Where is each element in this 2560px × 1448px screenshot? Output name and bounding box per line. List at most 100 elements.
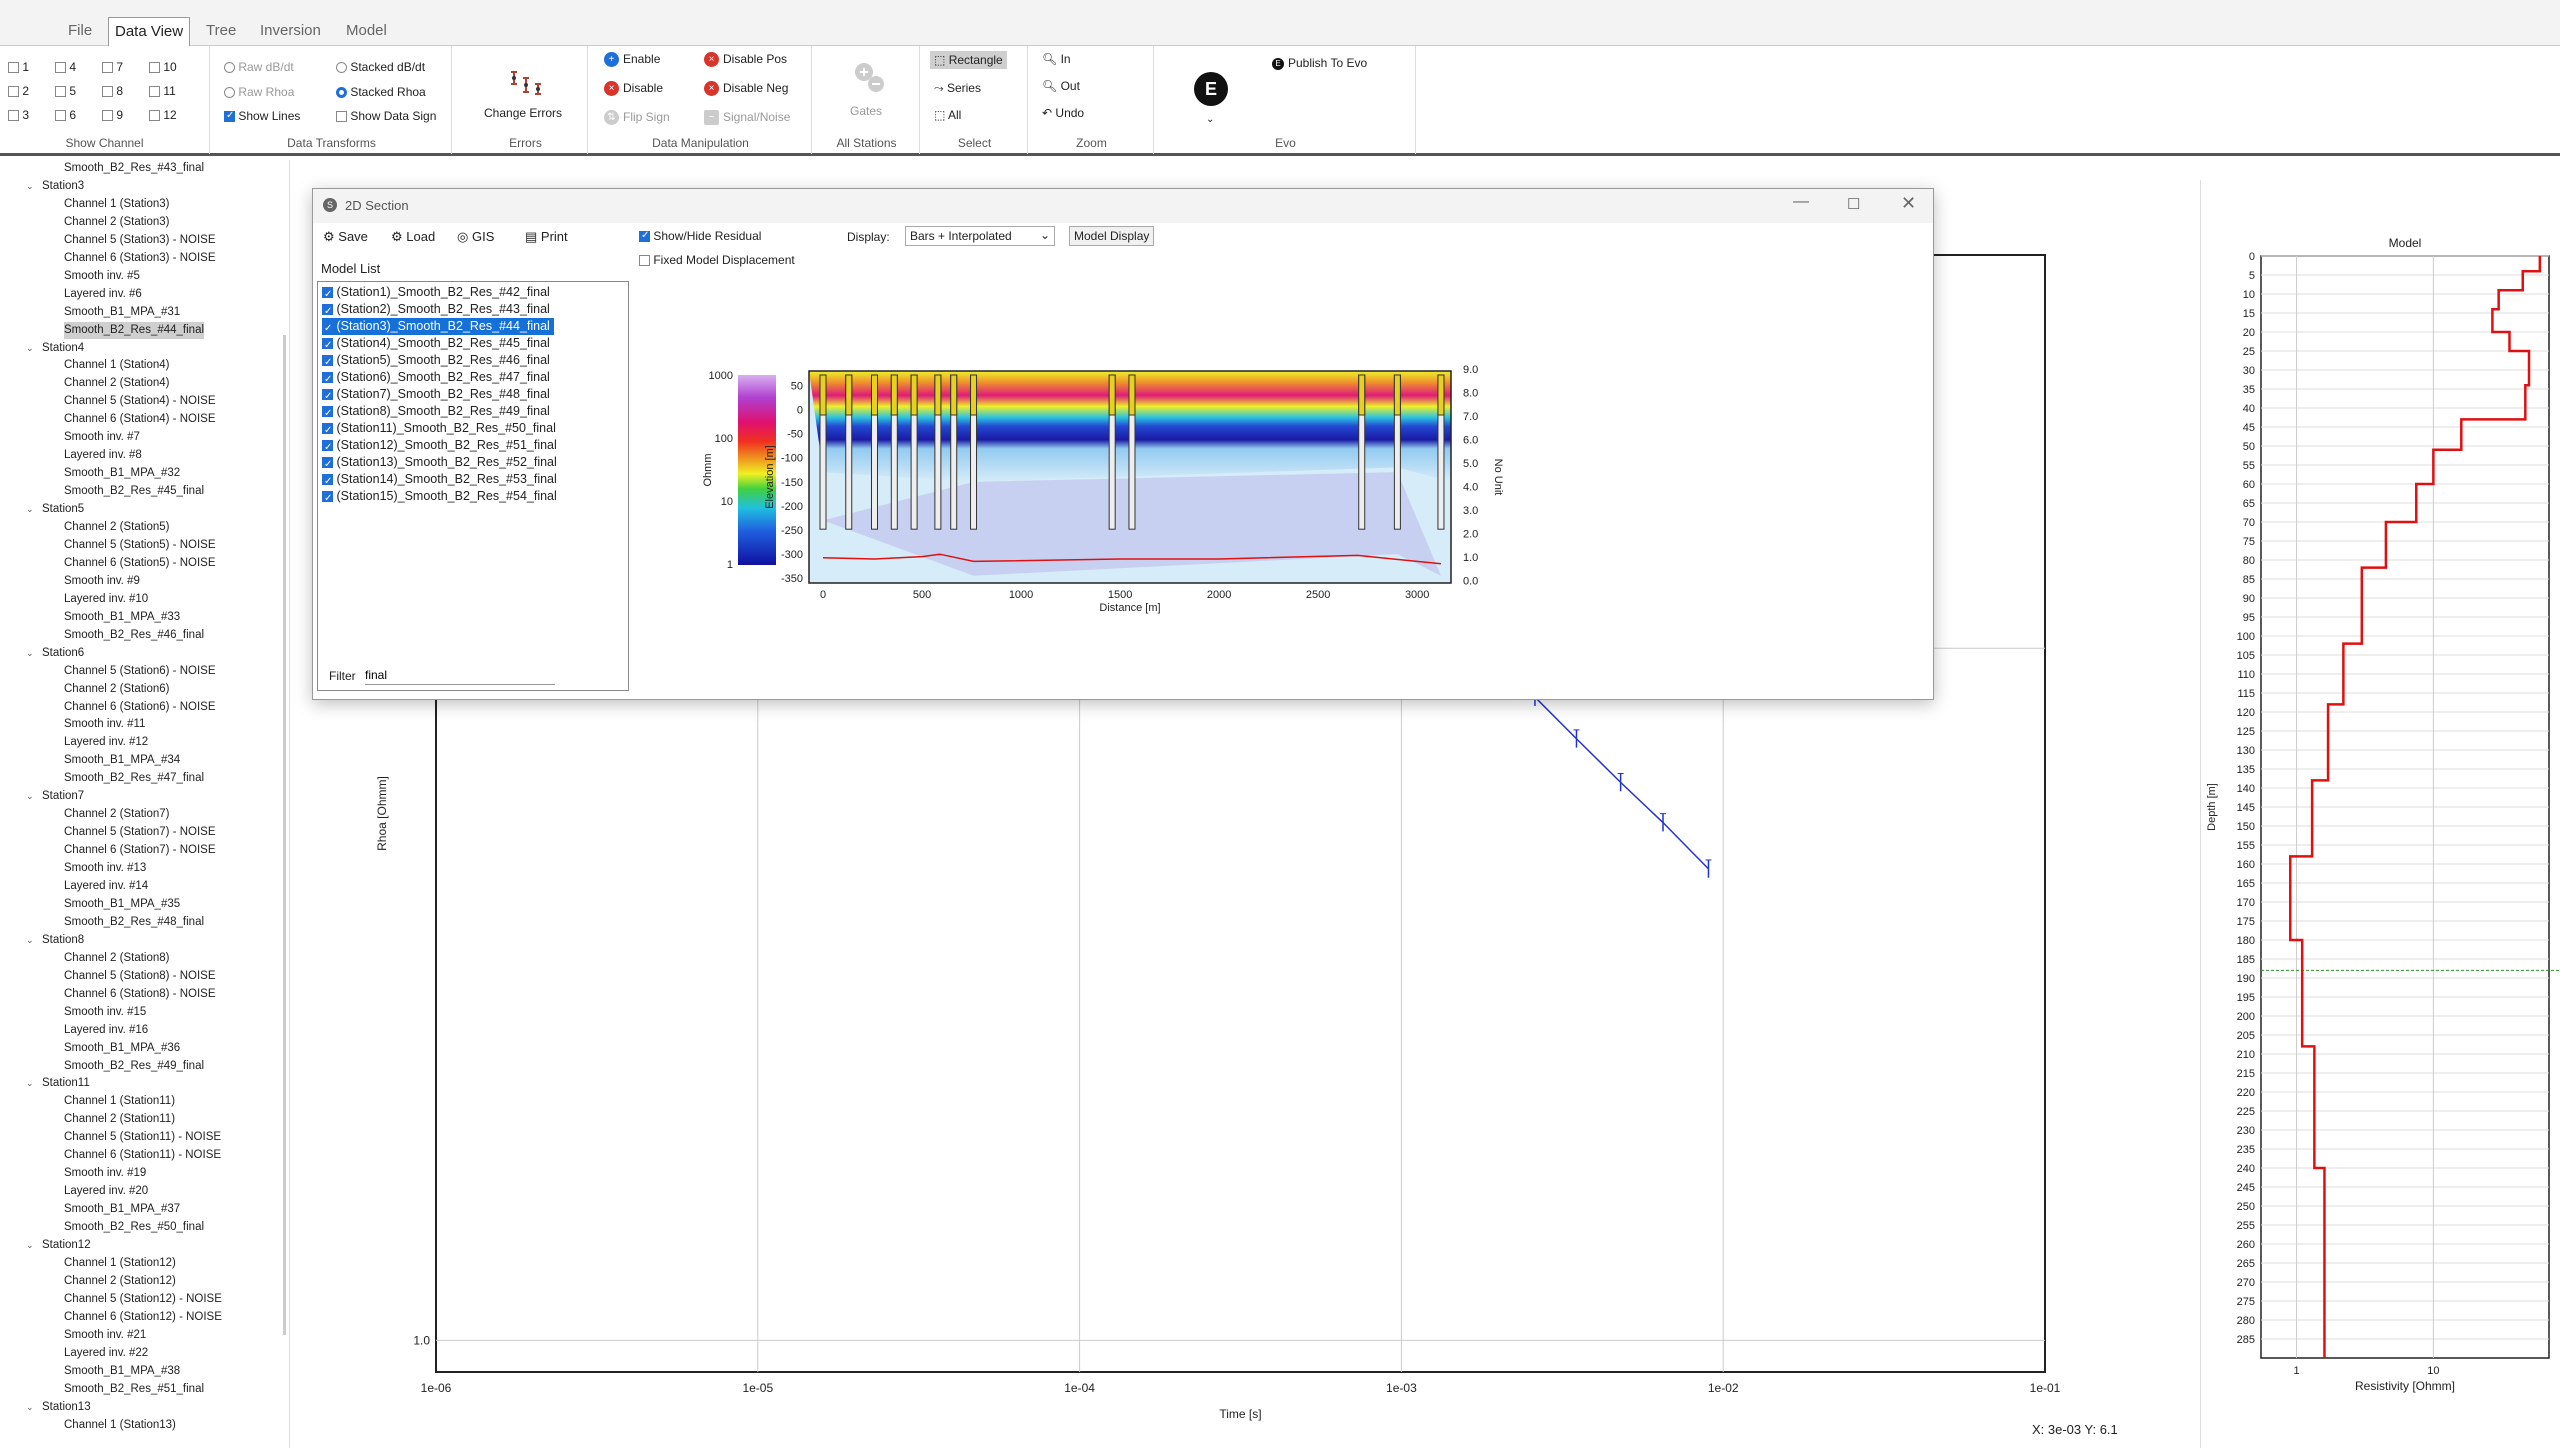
tree-item[interactable]: Smooth inv. #21	[64, 1328, 147, 1341]
model-checkbox[interactable]	[322, 371, 333, 388]
tree-item[interactable]: Channel 2 (Station12)	[64, 1274, 176, 1287]
tree-station-node[interactable]: Station12	[42, 1239, 91, 1251]
tree-item[interactable]: Channel 6 (Station5) - NOISE	[64, 556, 216, 569]
load-button[interactable]: ⚙ Load	[391, 229, 436, 244]
expander-chevron-icon[interactable]: ⌄	[26, 791, 34, 802]
tree-item[interactable]: Channel 2 (Station11)	[64, 1113, 176, 1126]
tab-tree[interactable]: Tree	[206, 22, 237, 39]
tree-item[interactable]: Channel 5 (Station4) - NOISE	[64, 395, 216, 408]
model-list-item[interactable]: (Station1)_Smooth_B2_Res_#42_final	[322, 284, 554, 303]
tree-item[interactable]: Smooth_B1_MPA_#33	[64, 610, 181, 623]
tree-item[interactable]: Smooth_B2_Res_#43_final	[64, 162, 205, 174]
model-checkbox[interactable]	[322, 388, 333, 405]
expander-chevron-icon[interactable]: ⌄	[26, 1401, 34, 1412]
tab-file[interactable]: File	[68, 22, 93, 39]
model-checkbox[interactable]	[322, 405, 333, 422]
tree-station-node[interactable]: Station11	[42, 1077, 90, 1090]
disable-pos-button[interactable]: × Disable Pos	[704, 52, 787, 68]
model-checkbox[interactable]	[322, 422, 333, 439]
model-list[interactable]: (Station1)_Smooth_B2_Res_#42_final (Stat…	[317, 281, 629, 691]
model-checkbox[interactable]	[322, 490, 333, 507]
tree-item[interactable]: Smooth_B1_MPA_#34	[64, 754, 181, 767]
expander-chevron-icon[interactable]: ⌄	[26, 504, 34, 515]
model-checkbox[interactable]	[322, 473, 333, 490]
tree-item[interactable]: Channel 6 (Station11) - NOISE	[64, 1149, 222, 1162]
tree-item[interactable]: Smooth inv. #7	[64, 431, 140, 444]
model-list-item[interactable]: (Station4)_Smooth_B2_Res_#45_final	[322, 335, 554, 354]
expander-chevron-icon[interactable]: ⌄	[26, 647, 34, 658]
evo-logo-icon[interactable]: E	[1194, 72, 1228, 106]
series-select-button[interactable]: ⤳ Series	[934, 81, 981, 95]
zoom-out-button[interactable]: 🔍︎ Out	[1042, 79, 1080, 93]
tree-item[interactable]: Smooth_B2_Res_#45_final	[64, 485, 205, 498]
tree-item[interactable]: Smooth_B2_Res_#51_final	[64, 1382, 205, 1395]
tree-item[interactable]: Smooth_B1_MPA_#37	[64, 1203, 181, 1216]
resistivity-model-chart[interactable]: Model 0 5 10 15 20 25 30 35 40 45 50 55 60 65 70 75 80 85 9…	[2201, 180, 2560, 1448]
save-button[interactable]: ⚙ Save	[323, 229, 368, 244]
tree-station-node[interactable]: Station3	[42, 179, 85, 192]
model-list-item[interactable]: (Station12)_Smooth_B2_Res_#51_final	[322, 437, 561, 456]
tree-item[interactable]: Smooth_B2_Res_#47_final	[64, 772, 205, 785]
all-select-button[interactable]: ⬚ All	[934, 108, 962, 122]
expander-chevron-icon[interactable]: ⌄	[26, 1078, 34, 1089]
tree-item[interactable]: Channel 2 (Station6)	[64, 682, 170, 695]
tree-item[interactable]: Layered inv. #16	[64, 1023, 149, 1036]
tree-item[interactable]: Channel 2 (Station5)	[64, 521, 170, 533]
tree-station-node[interactable]: Station7	[42, 790, 85, 803]
channel-checkbox-3[interactable]: 3	[8, 108, 29, 122]
tree-item[interactable]: Smooth_B1_MPA_#38	[64, 1364, 181, 1377]
disable-neg-button[interactable]: × Disable Neg	[704, 81, 788, 97]
tab-inversion[interactable]: Inversion	[260, 22, 321, 39]
channel-checkbox-4[interactable]: 4	[55, 60, 76, 74]
tree-item[interactable]: Channel 2 (Station7)	[64, 808, 170, 821]
tree-item[interactable]: Smooth_B1_MPA_#35	[64, 897, 181, 910]
tree-item[interactable]: Smooth_B2_Res_#49_final	[64, 1059, 205, 1072]
display-select[interactable]: Bars + Interpolated ⌄	[905, 226, 1055, 246]
tree-item[interactable]: Channel 5 (Station11) - NOISE	[64, 1131, 222, 1144]
print-button[interactable]: ▤ Print	[525, 229, 568, 244]
tree-item[interactable]: Layered inv. #6	[64, 287, 142, 300]
stacked-dbdt-radio[interactable]: Stacked dB/dt	[336, 60, 425, 74]
tree-station-node[interactable]: Station4	[42, 341, 85, 354]
tree-item[interactable]: Channel 1 (Station11)	[64, 1095, 176, 1108]
model-checkbox[interactable]	[322, 337, 333, 354]
gates-button[interactable]: Gates	[850, 104, 883, 118]
model-list-item[interactable]: (Station14)_Smooth_B2_Res_#53_final	[322, 471, 561, 490]
tree-item[interactable]: Channel 1 (Station3)	[64, 197, 170, 210]
raw-dbdt-radio[interactable]: Raw dB/dt	[224, 60, 294, 74]
signal-noise-button[interactable]: ~ Signal/Noise	[704, 110, 790, 126]
channel-checkbox-11[interactable]: 11	[149, 84, 176, 98]
tree-item[interactable]: Smooth inv. #13	[64, 862, 147, 875]
tree-item[interactable]: Channel 5 (Station8) - NOISE	[64, 969, 216, 982]
model-checkbox[interactable]	[322, 456, 333, 473]
tree-item[interactable]: Layered inv. #22	[64, 1346, 149, 1359]
change-errors-button[interactable]: Change Errors	[484, 106, 563, 120]
tree-item[interactable]: Smooth_B1_MPA_#36	[64, 1041, 181, 1054]
model-list-item[interactable]: (Station11)_Smooth_B2_Res_#50_final	[322, 420, 560, 439]
tree-item[interactable]: Channel 5 (Station7) - NOISE	[64, 826, 216, 839]
tree-item[interactable]: Smooth inv. #5	[64, 269, 140, 282]
tree-item[interactable]: Channel 1 (Station4)	[64, 359, 170, 372]
tree-item[interactable]: Channel 5 (Station5) - NOISE	[64, 538, 216, 551]
channel-checkbox-2[interactable]: 2	[8, 84, 29, 98]
channel-checkbox-1[interactable]: 1	[8, 60, 29, 74]
filter-input[interactable]	[365, 665, 555, 685]
disable-button[interactable]: × Disable	[604, 81, 663, 97]
channel-checkbox-7[interactable]: 7	[102, 60, 123, 74]
model-list-item[interactable]: (Station13)_Smooth_B2_Res_#52_final	[322, 454, 561, 473]
tree-item[interactable]: Smooth inv. #9	[64, 574, 140, 587]
tree-item[interactable]: Smooth inv. #11	[64, 718, 146, 731]
tab-data-view[interactable]: Data View	[108, 17, 191, 47]
zoom-undo-button[interactable]: ↶ Undo	[1042, 106, 1085, 120]
show-residual-checkbox[interactable]: Show/Hide Residual	[639, 229, 761, 243]
close-icon[interactable]: ✕	[1901, 193, 1917, 213]
model-list-item[interactable]: (Station15)_Smooth_B2_Res_#54_final	[322, 488, 561, 507]
enable-button[interactable]: + Enable	[604, 52, 660, 68]
expander-chevron-icon[interactable]: ⌄	[26, 342, 34, 353]
tree-item[interactable]: Smooth_B2_Res_#50_final	[64, 1221, 205, 1234]
tree-item[interactable]: Channel 1 (Station12)	[64, 1256, 176, 1269]
tree-item[interactable]: Smooth_B1_MPA_#31	[64, 305, 181, 318]
tree-item[interactable]: Layered inv. #20	[64, 1185, 149, 1198]
tree-station-node[interactable]: Station5	[42, 503, 85, 516]
